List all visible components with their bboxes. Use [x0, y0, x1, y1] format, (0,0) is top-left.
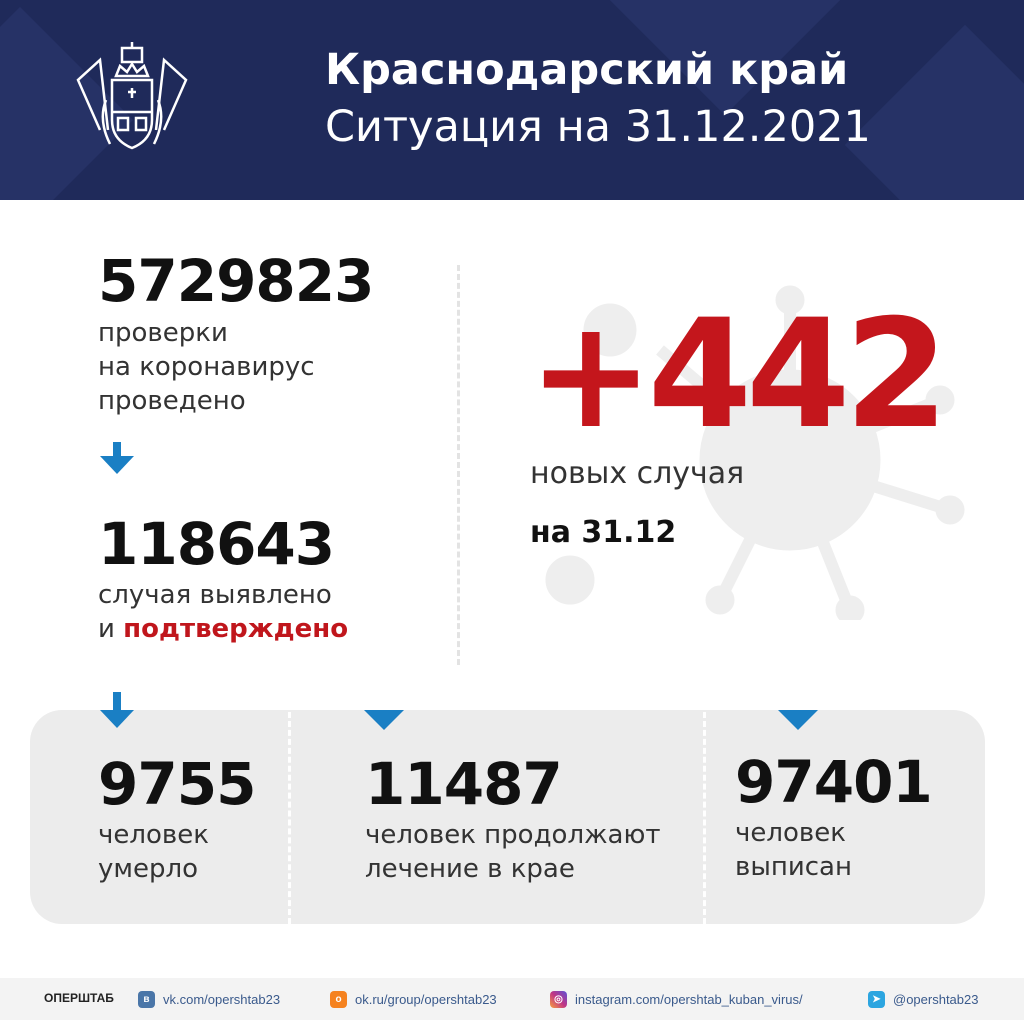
confirmed-highlight: подтверждено [123, 614, 349, 644]
cases-label-line: случая выявлено [98, 580, 332, 610]
label-line: человек продолжают [365, 820, 661, 850]
cases-label-prefix: и [98, 614, 124, 644]
triangle-down-icon [364, 710, 404, 730]
stats-panel [30, 710, 985, 924]
triangle-down-icon [778, 710, 818, 730]
telegram-link-text[interactable]: @opershtab23 [893, 992, 979, 1007]
divider [288, 712, 291, 924]
page-subtitle: Ситуация на 31.12.2021 [325, 102, 871, 152]
divider [703, 712, 706, 924]
new-cases-date: на 31.12 [530, 515, 677, 550]
ok-link-text[interactable]: ok.ru/group/opershtab23 [355, 992, 497, 1007]
vk-link[interactable]: в vk.com/opershtab23 [138, 991, 280, 1008]
label-line: человек [98, 820, 209, 850]
tests-label-line: проверки [98, 318, 228, 348]
bg-shape [844, 24, 1024, 200]
coat-of-arms-logo [76, 42, 188, 150]
tests-label-line: проведено [98, 386, 246, 416]
instagram-link-text[interactable]: instagram.com/opershtab_kuban_virus/ [575, 992, 803, 1007]
odnoklassniki-icon: о [330, 991, 347, 1008]
header: Краснодарский край Ситуация на 31.12.202… [0, 0, 1024, 200]
arrow-down-icon [100, 442, 134, 474]
deaths-count: 9755 [98, 750, 256, 818]
virus-watermark-icon [545, 285, 965, 620]
label-line: выписан [735, 852, 852, 882]
telegram-link[interactable]: ➤ @opershtab23 [868, 991, 978, 1008]
discharged-count: 97401 [735, 748, 933, 816]
tests-label-line: на коронавирус [98, 352, 315, 382]
vk-icon: в [138, 991, 155, 1008]
treatment-count: 11487 [365, 750, 563, 818]
label-line: лечение в крае [365, 854, 575, 884]
label-line: человек [735, 818, 846, 848]
label-line: умерло [98, 854, 199, 884]
tests-count: 5729823 [98, 247, 374, 315]
arrow-down-icon [100, 692, 134, 728]
instagram-icon: ◎ [550, 991, 567, 1008]
telegram-icon: ➤ [868, 991, 885, 1008]
new-cases-count: +442 [528, 288, 949, 462]
cases-label: случая выявлено и подтверждено [98, 578, 348, 646]
deaths-label: человек умерло [98, 818, 209, 886]
ok-link[interactable]: о ok.ru/group/opershtab23 [330, 991, 497, 1008]
new-cases-label: новых случая [530, 456, 745, 491]
tests-label: проверки на коронавирус проведено [98, 316, 315, 418]
instagram-link[interactable]: ◎ instagram.com/opershtab_kuban_virus/ [550, 991, 803, 1008]
cases-count: 118643 [98, 510, 335, 578]
vk-link-text[interactable]: vk.com/opershtab23 [163, 992, 281, 1007]
treatment-label: человек продолжают лечение в крае [365, 818, 660, 886]
divider [457, 265, 460, 665]
footer-brand: ОПЕРШТАБ [44, 991, 114, 1005]
footer: ОПЕРШТАБ в vk.com/opershtab23 о ok.ru/grou… [0, 978, 1024, 1020]
discharged-label: человек выписан [735, 816, 852, 884]
page-title: Краснодарский край [325, 45, 849, 95]
